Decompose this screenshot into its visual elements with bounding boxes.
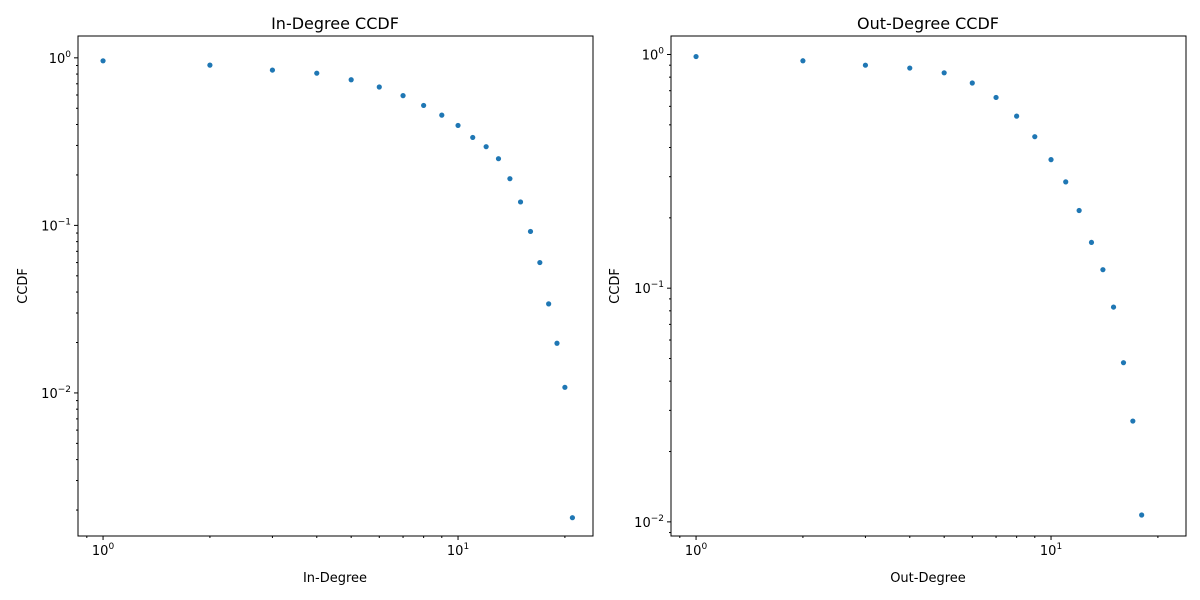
out-degree-y-tick-label: 10−1 [634, 280, 664, 297]
in-degree-chart-title: In-Degree CCDF [271, 14, 399, 33]
in-degree-plot-frame [77, 35, 594, 537]
out-degree-point [1139, 512, 1145, 518]
in-degree-point [348, 77, 354, 83]
out-degree-x-axis-label: Out-Degree [890, 571, 966, 586]
out-degree-chart-title: Out-Degree CCDF [857, 14, 999, 33]
tick-base: 10 [41, 219, 58, 234]
in-degree-point [207, 62, 213, 68]
out-degree-x-tick-label: 101 [1040, 542, 1062, 559]
out-degree-y-tick-label: 100 [642, 47, 665, 64]
in-degree-point [314, 70, 320, 76]
tick-exponent: 0 [65, 50, 71, 60]
out-degree-point [1048, 157, 1054, 163]
in-degree-point [537, 259, 543, 266]
in-degree-point [546, 301, 552, 307]
in-degree-point [507, 176, 513, 182]
in-degree-point [400, 93, 406, 99]
in-degree-x-axis-label: In-Degree [303, 571, 367, 586]
out-degree-point [1088, 239, 1095, 246]
out-degree-points [693, 53, 1145, 518]
in-degree-point [421, 102, 427, 109]
out-degree-point [693, 53, 699, 60]
in-degree-point [554, 340, 560, 346]
in-degree-point [100, 58, 106, 64]
in-degree-point [269, 67, 276, 73]
out-degree-y-axis-label: CCDF [608, 268, 623, 304]
tick-base: 10 [642, 49, 659, 64]
tick-base: 10 [634, 516, 651, 531]
out-degree-point [1032, 134, 1038, 140]
out-degree-point [1110, 304, 1117, 310]
in-degree-point [562, 384, 568, 390]
out-degree-point [1100, 267, 1106, 273]
tick-base: 10 [92, 544, 109, 559]
tick-exponent: 1 [463, 542, 469, 552]
tick-exponent: 0 [658, 47, 664, 57]
out-degree-point [862, 62, 869, 68]
out-degree-point [1076, 207, 1082, 214]
tick-exponent: 0 [108, 542, 114, 552]
in-degree-point [455, 122, 461, 129]
out-degree-point [1014, 113, 1020, 119]
tick-exponent: −2 [651, 514, 664, 524]
in-degree-y-tick-label: 10−1 [41, 217, 71, 234]
tick-exponent: 1 [1056, 542, 1062, 552]
tick-exponent: −1 [58, 217, 71, 227]
in-degree-point [483, 144, 489, 150]
tick-exponent: 0 [701, 542, 707, 552]
in-degree-point [495, 156, 502, 162]
in-degree-x-tick-label: 101 [447, 542, 469, 559]
tick-exponent: −1 [651, 280, 664, 290]
in-degree-point [470, 134, 476, 141]
out-degree-plot-frame [670, 35, 1187, 537]
out-degree-point [1063, 179, 1069, 185]
out-degree-point [993, 94, 999, 101]
tick-base: 10 [1040, 544, 1057, 559]
out-degree-point [969, 80, 975, 86]
tick-base: 10 [447, 544, 464, 559]
in-degree-points [100, 58, 576, 521]
tick-base: 10 [49, 52, 66, 67]
out-degree-point [941, 70, 947, 76]
out-degree-point [1130, 418, 1136, 424]
in-degree-point [527, 228, 534, 235]
tick-exponent: −2 [58, 385, 71, 395]
in-degree-y-tick-label: 100 [49, 50, 72, 67]
in-degree-x-tick-label: 100 [92, 542, 115, 559]
in-degree-point [517, 199, 524, 205]
in-degree-point [376, 84, 382, 90]
in-degree-y-axis-label: CCDF [16, 268, 31, 304]
tick-base: 10 [41, 387, 58, 402]
in-degree-y-tick-label: 10−2 [41, 385, 71, 402]
out-degree-y-tick-label: 10−2 [634, 514, 664, 531]
out-degree-point [1120, 360, 1127, 366]
out-degree-point [907, 65, 913, 71]
in-degree-point [439, 112, 445, 118]
out-degree-point [800, 58, 806, 64]
in-degree-point [569, 515, 576, 521]
out-degree-x-tick-label: 100 [685, 542, 708, 559]
tick-base: 10 [685, 544, 702, 559]
tick-base: 10 [634, 282, 651, 297]
